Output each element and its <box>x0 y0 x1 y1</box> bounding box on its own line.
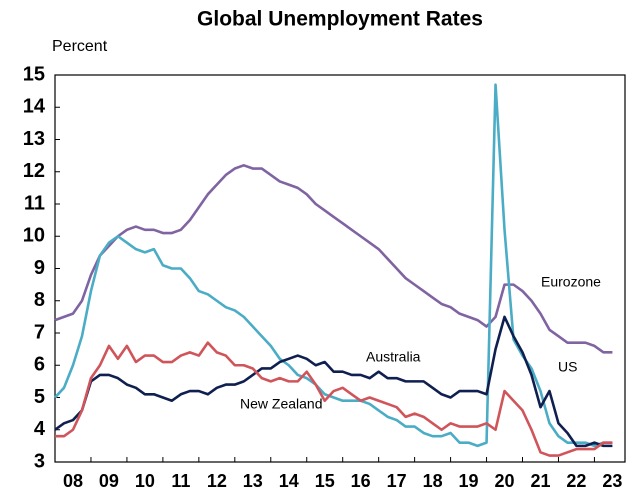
x-tick-label: 17 <box>387 471 407 491</box>
series-line <box>55 341 613 457</box>
y-tick-label: 14 <box>23 96 46 118</box>
x-tick-label: 21 <box>530 471 550 491</box>
y-tick-label: 13 <box>23 128 45 150</box>
series-line <box>54 83 613 448</box>
x-tick-label: 23 <box>602 471 622 491</box>
y-tick-label: 3 <box>34 450 45 472</box>
x-tick-label: 18 <box>423 471 443 491</box>
y-tick-label: 8 <box>34 289 45 311</box>
series-label: Australia <box>366 349 421 365</box>
y-tick-label: 15 <box>23 63 45 85</box>
x-tick-label: 09 <box>99 471 119 491</box>
x-tick-label: 14 <box>279 471 299 491</box>
y-tick-label: 5 <box>34 386 45 408</box>
y-tick-label: 12 <box>23 160 45 182</box>
series-line <box>54 315 613 448</box>
x-tick-label: 08 <box>63 471 83 491</box>
y-tick-label: 4 <box>34 418 46 440</box>
y-tick-label: 7 <box>34 321 45 343</box>
y-tick-label: 9 <box>34 257 45 279</box>
y-axis-label: Percent <box>52 38 108 55</box>
x-tick-label: 19 <box>459 471 479 491</box>
x-tick-label: 20 <box>495 471 515 491</box>
x-tick-label: 10 <box>135 471 155 491</box>
x-tick-label: 11 <box>171 471 190 491</box>
x-tick-label: 16 <box>351 471 371 491</box>
x-tick-label: 13 <box>243 471 263 491</box>
x-tick-label: 12 <box>207 471 227 491</box>
x-tick-label: 15 <box>315 471 335 491</box>
series-label: US <box>558 359 577 375</box>
series-line <box>54 164 613 354</box>
series-label: New Zealand <box>240 396 323 412</box>
y-tick-label: 10 <box>23 225 45 247</box>
series-label: Eurozone <box>541 274 601 290</box>
chart-title: Global Unemployment Rates <box>197 8 483 31</box>
x-tick-label: 22 <box>566 471 586 491</box>
y-tick-label: 6 <box>34 354 45 376</box>
y-tick-label: 11 <box>24 192 45 214</box>
